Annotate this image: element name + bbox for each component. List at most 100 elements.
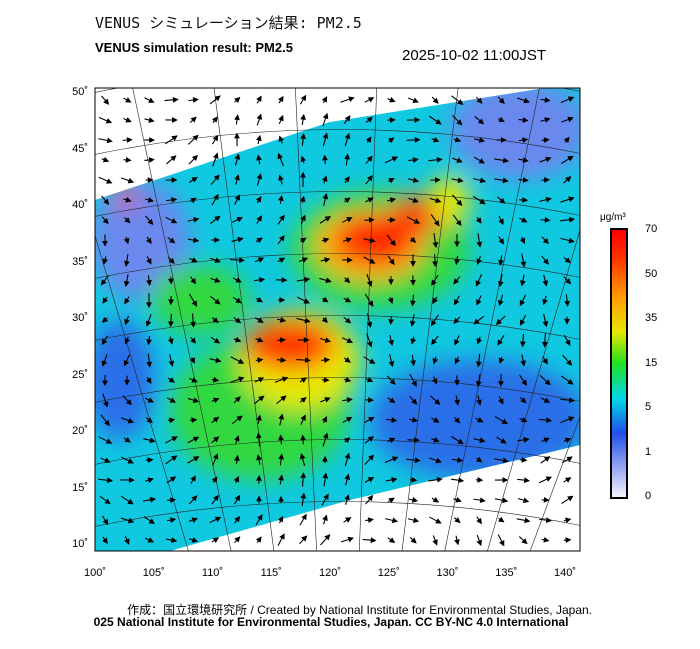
wind-arrow-head: [388, 537, 396, 544]
wind-arrow-head: [475, 280, 481, 287]
wind-arrow-head: [498, 381, 504, 387]
wind-arrow-head: [236, 217, 243, 223]
lon-label: 105˚: [142, 567, 165, 579]
wind-arrow-head: [502, 457, 509, 464]
colorbar-tick-label: 5: [645, 401, 652, 413]
wind-arrow-head: [322, 514, 328, 521]
wind-arrow-head: [566, 456, 573, 462]
wind-arrow-head: [123, 359, 130, 367]
wind-arrow-head: [433, 417, 440, 423]
colorbar-unit: μg/m³: [600, 212, 626, 223]
wind-arrow-head: [345, 416, 353, 423]
wind-arrow-head: [214, 257, 221, 263]
wind-arrow-head: [520, 261, 527, 268]
wind-arrow-head: [411, 476, 418, 483]
wind-arrow-head: [256, 454, 262, 461]
wind-arrow-head: [453, 278, 460, 285]
parallel-line: [95, 129, 580, 155]
wind-arrow-head: [279, 297, 286, 303]
wind-arrow-head: [368, 217, 375, 223]
wind-arrow-head: [346, 337, 354, 343]
wind-arrow-head: [124, 297, 130, 305]
wind-arrow-head: [454, 241, 460, 248]
wind-arrow-head: [234, 536, 241, 543]
wind-arrow-head: [322, 432, 329, 439]
wind-arrow-head: [234, 317, 242, 324]
wind-arrow-head: [432, 241, 439, 249]
wind-arrow-head: [127, 177, 135, 184]
wind-arrow-head: [325, 277, 332, 284]
wind-arrow-head: [212, 317, 219, 324]
lon-label: 100˚: [83, 567, 107, 579]
wind-arrow-head: [278, 114, 284, 122]
wind-arrow-head: [476, 241, 483, 248]
wind-arrow-head: [102, 401, 109, 408]
wind-arrow-head: [344, 494, 350, 501]
wind-arrow-head: [542, 320, 549, 328]
wind-arrow-head: [412, 97, 419, 103]
wind-arrow-head: [145, 320, 152, 327]
wind-arrow-head: [542, 298, 548, 306]
wind-arrow-head: [148, 97, 155, 103]
wind-arrow-head: [414, 117, 421, 123]
wind-arrow-head: [566, 359, 573, 366]
wind-arrow-head: [256, 414, 262, 421]
wind-arrow-head: [432, 539, 438, 546]
wind-arrow-head: [473, 318, 480, 325]
wind-arrow-head: [498, 259, 504, 266]
map-frame: [94, 87, 581, 552]
wind-arrow-head: [567, 378, 574, 385]
wind-arrow-head: [456, 157, 463, 163]
wind-arrow-head: [410, 261, 416, 267]
wind-arrow-head: [193, 237, 200, 243]
wind-arrow-head: [300, 113, 306, 121]
wind-arrow-head: [412, 517, 420, 523]
wind-arrow-head: [567, 495, 574, 502]
wind-arrow-head: [344, 115, 351, 122]
wind-arrow-head: [147, 457, 154, 464]
wind-arrow-head: [168, 278, 174, 285]
wind-arrow-head: [300, 214, 306, 222]
wind-arrow-head: [523, 477, 530, 484]
wind-arrow-head: [346, 257, 353, 263]
wind-arrow-head: [543, 456, 551, 462]
wind-arrow-head: [498, 516, 505, 523]
wind-arrow-head: [212, 453, 219, 460]
wind-arrow-head: [476, 97, 483, 104]
wind-vectors: [98, 94, 576, 547]
parallel-line: [95, 439, 580, 465]
wind-arrow-head: [495, 318, 502, 326]
wind-arrow-head: [498, 357, 505, 365]
lat-label: 10˚: [72, 538, 88, 550]
title-ja: VENUS シミュレーション結果: PM2.5: [95, 14, 362, 32]
wind-arrow-head: [434, 177, 441, 183]
wind-arrow-head: [146, 302, 152, 309]
wind-arrow-head: [522, 117, 529, 123]
wind-arrow-head: [388, 137, 395, 144]
wind-arrow-head: [192, 134, 199, 141]
wind-arrow-head: [192, 97, 199, 103]
wind-arrow-head: [256, 237, 263, 244]
wind-arrow-head: [214, 298, 221, 305]
wind-arrow-head: [278, 434, 284, 441]
wind-arrow-head: [190, 475, 196, 482]
wind-arrow-head: [455, 219, 462, 227]
wind-arrow-head: [146, 258, 152, 265]
wind-arrow-head: [105, 438, 113, 444]
lat-label: 25˚: [72, 368, 88, 381]
wind-arrow-head: [388, 339, 394, 347]
wind-arrow-head: [344, 473, 351, 480]
wind-arrow-head: [129, 477, 135, 483]
wind-arrow-head: [322, 472, 329, 479]
wind-arrow-head: [457, 457, 464, 463]
wind-arrow-head: [564, 300, 570, 307]
wind-arrow-head: [279, 337, 286, 343]
wind-arrow-head: [545, 196, 552, 203]
wind-arrow-head: [432, 97, 439, 104]
wind-arrow-head: [146, 339, 152, 346]
wind-arrow-head: [167, 338, 174, 345]
wind-arrow-head: [367, 435, 374, 442]
wind-arrow-head: [191, 154, 198, 161]
wind-arrow-head: [168, 360, 175, 367]
wind-arrow-head: [568, 237, 575, 244]
